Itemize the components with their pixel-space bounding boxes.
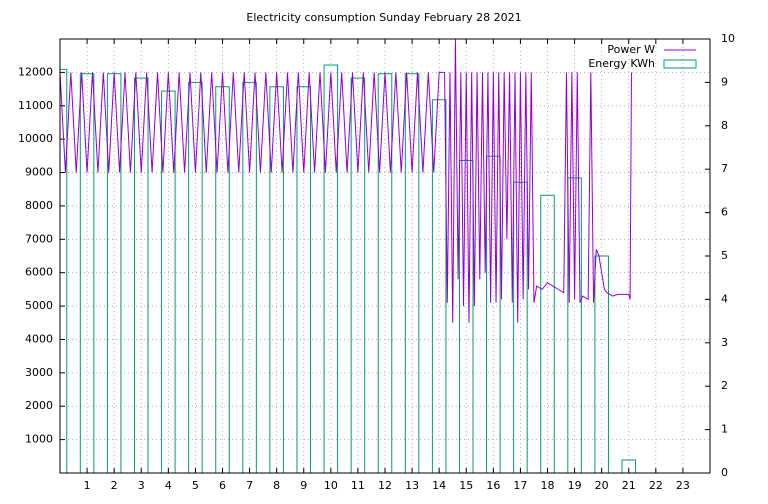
legend-label: Power W bbox=[607, 43, 655, 56]
energy-box bbox=[296, 86, 312, 473]
x-tick-label: 19 bbox=[568, 479, 582, 492]
energy-box bbox=[594, 255, 609, 473]
y2-tick-label: 6 bbox=[721, 206, 728, 219]
y2-tick-label: 5 bbox=[721, 249, 728, 262]
y2-tick-label: 7 bbox=[721, 162, 728, 175]
energy-box bbox=[458, 160, 474, 473]
chart-title: Electricity consumption Sunday February … bbox=[246, 11, 521, 24]
energy-box bbox=[621, 459, 637, 473]
energy-box bbox=[215, 86, 230, 473]
plot-area bbox=[60, 39, 637, 473]
y-tick-label: 5000 bbox=[25, 299, 53, 312]
x-tick-label: 9 bbox=[300, 479, 307, 492]
y-tick-label: 2000 bbox=[25, 399, 53, 412]
y-tick-label: 8000 bbox=[25, 199, 53, 212]
legend-label: Energy KWh bbox=[588, 57, 655, 70]
energy-box bbox=[404, 73, 420, 473]
y-tick-label: 12000 bbox=[18, 65, 53, 78]
y2-tick-label: 0 bbox=[721, 466, 728, 479]
energy-box bbox=[540, 194, 555, 473]
x-tick-label: 23 bbox=[676, 479, 690, 492]
x-tick-label: 11 bbox=[351, 479, 365, 492]
y-tick-label: 1000 bbox=[25, 433, 53, 446]
y2-tick-label: 1 bbox=[721, 423, 728, 436]
x-tick-label: 20 bbox=[595, 479, 609, 492]
energy-box bbox=[79, 73, 95, 473]
power-line bbox=[60, 39, 632, 323]
x-tick-label: 8 bbox=[273, 479, 280, 492]
y-tick-label: 9000 bbox=[25, 166, 53, 179]
x-tick-label: 15 bbox=[459, 479, 473, 492]
x-tick-label: 5 bbox=[192, 479, 199, 492]
x-tick-label: 1 bbox=[84, 479, 91, 492]
y2-tick-label: 8 bbox=[721, 119, 728, 132]
energy-box bbox=[161, 90, 176, 473]
energy-box bbox=[242, 81, 257, 473]
x-tick-label: 18 bbox=[541, 479, 555, 492]
energy-box bbox=[188, 81, 203, 473]
plot-frame bbox=[59, 38, 711, 474]
x-tick-label: 16 bbox=[486, 479, 500, 492]
x-tick-label: 10 bbox=[324, 479, 338, 492]
y-tick-label: 10000 bbox=[18, 132, 53, 145]
y-tick-label: 4000 bbox=[25, 332, 53, 345]
energy-box bbox=[269, 86, 284, 473]
x-tick-label: 4 bbox=[165, 479, 172, 492]
y-tick-label: 11000 bbox=[18, 99, 53, 112]
energy-box bbox=[567, 177, 582, 473]
y2-tick-label: 4 bbox=[721, 292, 728, 305]
x-tick-label: 22 bbox=[649, 479, 663, 492]
energy-box bbox=[513, 181, 528, 473]
legend-swatch bbox=[663, 59, 697, 69]
x-tick-label: 3 bbox=[138, 479, 145, 492]
energy-box bbox=[350, 77, 366, 473]
energy-box bbox=[486, 155, 501, 473]
y2-tick-label: 10 bbox=[721, 32, 735, 45]
x-tick-label: 17 bbox=[513, 479, 527, 492]
x-tick-label: 6 bbox=[219, 479, 226, 492]
y-tick-label: 7000 bbox=[25, 232, 53, 245]
y-tick-label: 6000 bbox=[25, 266, 53, 279]
x-tick-label: 12 bbox=[378, 479, 392, 492]
x-tick-label: 13 bbox=[405, 479, 419, 492]
y2-tick-label: 2 bbox=[721, 379, 728, 392]
y2-tick-label: 3 bbox=[721, 336, 728, 349]
y2-tick-label: 9 bbox=[721, 75, 728, 88]
energy-box bbox=[133, 77, 149, 473]
y-tick-label: 3000 bbox=[25, 366, 53, 379]
x-tick-label: 7 bbox=[246, 479, 253, 492]
x-tick-label: 21 bbox=[622, 479, 636, 492]
x-tick-label: 14 bbox=[432, 479, 446, 492]
x-tick-label: 2 bbox=[111, 479, 118, 492]
